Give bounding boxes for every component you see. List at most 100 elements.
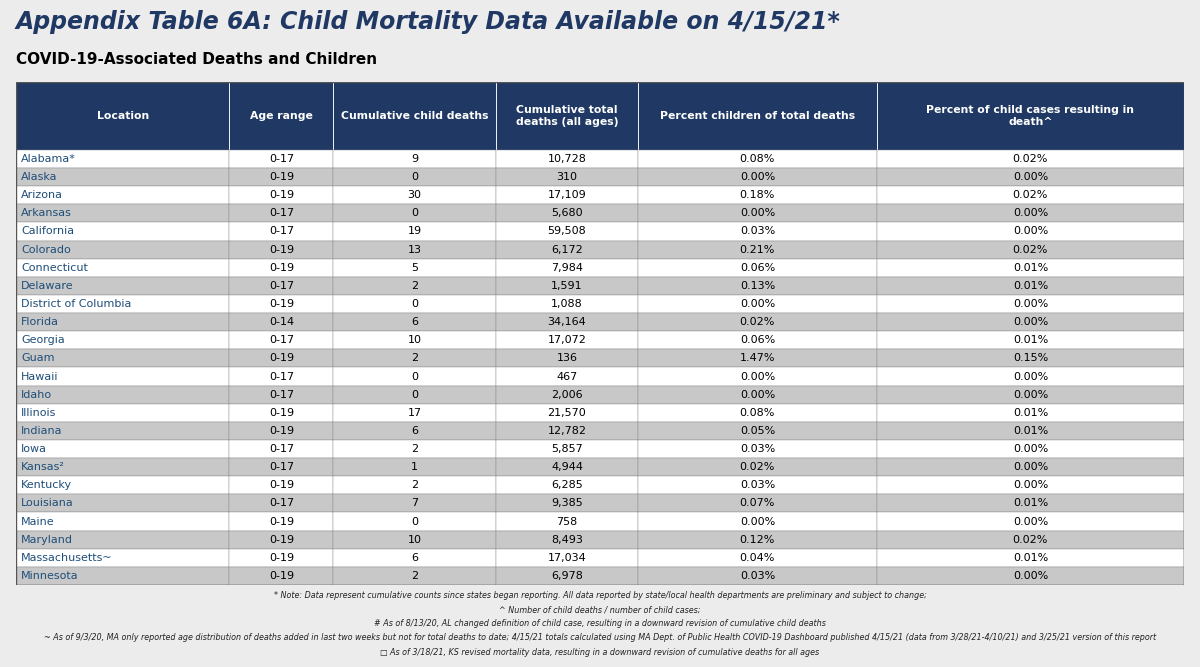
Bar — [877, 222, 1184, 241]
Text: 17,109: 17,109 — [547, 190, 587, 200]
Text: Location: Location — [96, 111, 149, 121]
Text: 0-17: 0-17 — [269, 208, 294, 218]
Text: Delaware: Delaware — [22, 281, 73, 291]
Text: 0-19: 0-19 — [269, 263, 294, 273]
Text: 136: 136 — [557, 354, 577, 364]
Text: 2: 2 — [412, 571, 419, 581]
Text: COVID-19-Associated Deaths and Children: COVID-19-Associated Deaths and Children — [16, 52, 377, 67]
Bar — [229, 476, 334, 494]
Text: # As of 8/13/20, AL changed definition of child case, resulting in a downward re: # As of 8/13/20, AL changed definition o… — [374, 619, 826, 628]
Bar — [638, 386, 877, 404]
Bar — [877, 476, 1184, 494]
Text: 0-19: 0-19 — [269, 299, 294, 309]
Bar — [877, 386, 1184, 404]
Bar — [496, 150, 638, 168]
Bar — [877, 567, 1184, 585]
Text: 9: 9 — [412, 154, 419, 164]
Bar — [229, 350, 334, 368]
Text: 0.01%: 0.01% — [1013, 263, 1048, 273]
Text: 758: 758 — [557, 516, 577, 526]
Text: 0-17: 0-17 — [269, 372, 294, 382]
Bar — [16, 82, 229, 150]
Bar — [638, 494, 877, 512]
Text: 0: 0 — [412, 372, 418, 382]
Bar — [334, 567, 496, 585]
Bar — [334, 368, 496, 386]
Text: 0-19: 0-19 — [269, 426, 294, 436]
Bar — [229, 277, 334, 295]
Bar — [496, 277, 638, 295]
Text: 0.00%: 0.00% — [1013, 372, 1048, 382]
Text: Indiana: Indiana — [22, 426, 62, 436]
Text: 0.00%: 0.00% — [1013, 516, 1048, 526]
Text: 0-19: 0-19 — [269, 480, 294, 490]
Bar — [16, 313, 229, 331]
Bar — [496, 404, 638, 422]
Text: Cumulative child deaths: Cumulative child deaths — [341, 111, 488, 121]
Bar — [334, 440, 496, 458]
Text: 0.00%: 0.00% — [1013, 317, 1048, 327]
Text: 0-19: 0-19 — [269, 535, 294, 545]
Bar — [334, 422, 496, 440]
Text: 0.08%: 0.08% — [739, 154, 775, 164]
Text: 0.00%: 0.00% — [1013, 462, 1048, 472]
Bar — [229, 368, 334, 386]
Bar — [496, 313, 638, 331]
Bar — [638, 549, 877, 567]
Text: Louisiana: Louisiana — [22, 498, 73, 508]
Text: * Note: Data represent cumulative counts since states began reporting. All data : * Note: Data represent cumulative counts… — [274, 591, 926, 600]
Text: 0.03%: 0.03% — [740, 480, 775, 490]
Bar — [16, 567, 229, 585]
Text: 0.06%: 0.06% — [740, 263, 775, 273]
Text: 0.04%: 0.04% — [739, 553, 775, 563]
Bar — [877, 494, 1184, 512]
Text: 21,570: 21,570 — [547, 408, 587, 418]
Text: 30: 30 — [408, 190, 421, 200]
Bar — [16, 277, 229, 295]
Text: 0.01%: 0.01% — [1013, 336, 1048, 346]
Bar — [496, 440, 638, 458]
Text: 0.00%: 0.00% — [1013, 227, 1048, 237]
Text: 0-19: 0-19 — [269, 571, 294, 581]
Bar — [877, 295, 1184, 313]
Text: 10: 10 — [408, 336, 421, 346]
Text: 310: 310 — [557, 172, 577, 182]
Bar — [229, 549, 334, 567]
Bar — [496, 368, 638, 386]
Bar — [334, 331, 496, 350]
Text: 0.07%: 0.07% — [739, 498, 775, 508]
Bar — [16, 295, 229, 313]
Bar — [229, 331, 334, 350]
Bar — [16, 549, 229, 567]
Bar — [16, 404, 229, 422]
Bar — [229, 422, 334, 440]
Text: 0.02%: 0.02% — [739, 462, 775, 472]
Bar — [334, 259, 496, 277]
Text: California: California — [22, 227, 74, 237]
Text: 0.03%: 0.03% — [740, 227, 775, 237]
Text: 0.00%: 0.00% — [740, 390, 775, 400]
Bar — [496, 350, 638, 368]
Bar — [334, 168, 496, 186]
Text: 6,978: 6,978 — [551, 571, 583, 581]
Text: 0-19: 0-19 — [269, 516, 294, 526]
Bar — [877, 186, 1184, 204]
Bar — [638, 204, 877, 222]
Text: 2,006: 2,006 — [551, 390, 583, 400]
Text: 0.02%: 0.02% — [1013, 245, 1048, 255]
Bar — [877, 277, 1184, 295]
Text: 5,857: 5,857 — [551, 444, 583, 454]
Text: 0.01%: 0.01% — [1013, 426, 1048, 436]
Text: Georgia: Georgia — [22, 336, 65, 346]
Text: Massachusetts~: Massachusetts~ — [22, 553, 113, 563]
Text: 0.00%: 0.00% — [740, 372, 775, 382]
Text: 10,728: 10,728 — [547, 154, 587, 164]
Text: ^ Number of child deaths / number of child cases;: ^ Number of child deaths / number of chi… — [499, 605, 701, 614]
Text: 0-19: 0-19 — [269, 190, 294, 200]
Bar — [16, 422, 229, 440]
Bar — [638, 350, 877, 368]
Text: 0.01%: 0.01% — [1013, 498, 1048, 508]
Text: 0.00%: 0.00% — [740, 299, 775, 309]
Bar — [638, 313, 877, 331]
Text: 13: 13 — [408, 245, 421, 255]
